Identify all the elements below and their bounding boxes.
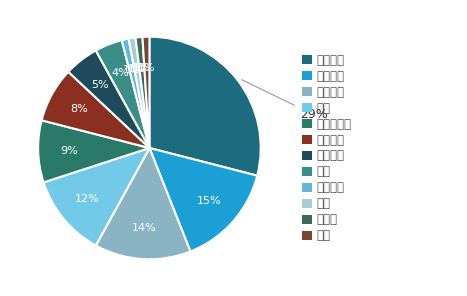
Wedge shape <box>68 51 149 148</box>
Legend: 风电叶片, 航空航天, 体育休闲, 汽车, 混配模成型, 压力容器, 碳碳复材, 建筑, 电子电气, 船舶, 电缆芯, 其他: 风电叶片, 航空航天, 体育休闲, 汽车, 混配模成型, 压力容器, 碳碳复材,… <box>303 54 352 242</box>
Wedge shape <box>96 40 149 148</box>
Text: 15%: 15% <box>197 196 222 206</box>
Wedge shape <box>149 148 257 252</box>
Text: 1%: 1% <box>128 64 146 74</box>
Text: 14%: 14% <box>132 223 157 233</box>
Wedge shape <box>38 120 149 182</box>
Text: 29%: 29% <box>241 80 327 121</box>
Text: 12%: 12% <box>75 194 100 204</box>
Wedge shape <box>96 148 191 259</box>
Text: 4%: 4% <box>111 68 129 78</box>
Text: 29%: 29% <box>0 295 1 296</box>
Wedge shape <box>43 148 149 245</box>
Wedge shape <box>122 39 149 148</box>
Wedge shape <box>128 38 149 148</box>
Wedge shape <box>42 72 149 148</box>
Text: 1%: 1% <box>138 63 156 73</box>
Text: 1%: 1% <box>133 63 151 73</box>
Wedge shape <box>149 37 261 176</box>
Text: 8%: 8% <box>71 104 88 114</box>
Text: 1%: 1% <box>123 65 141 75</box>
Text: 5%: 5% <box>92 80 109 90</box>
Wedge shape <box>135 37 149 148</box>
Text: 9%: 9% <box>60 146 78 155</box>
Wedge shape <box>142 37 149 148</box>
